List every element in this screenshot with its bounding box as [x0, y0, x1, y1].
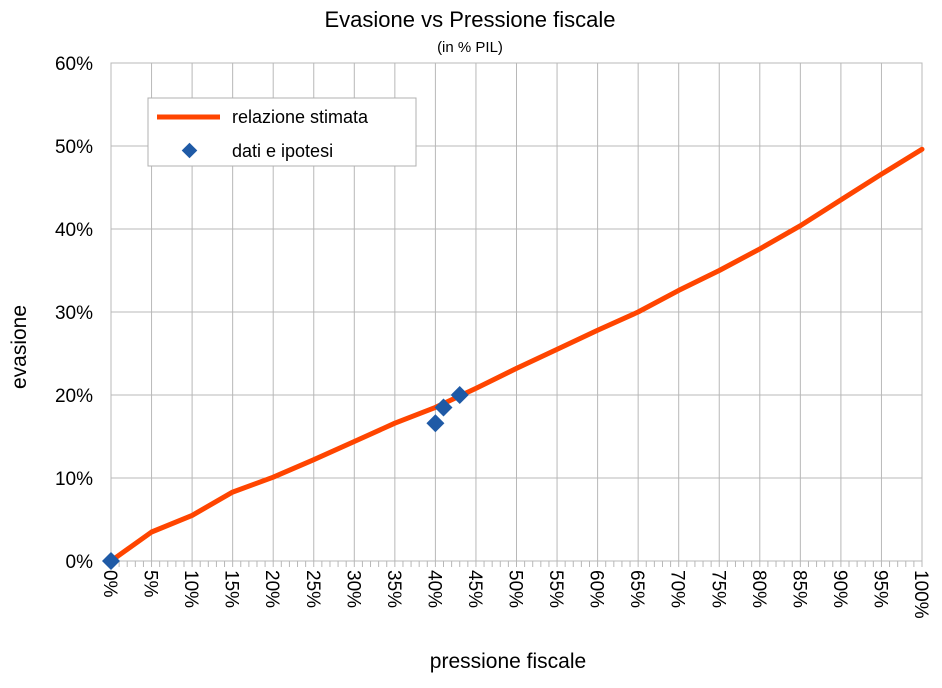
- y-tick-label: 50%: [55, 137, 93, 158]
- chart-title: Evasione vs Pressione fiscale: [324, 7, 615, 32]
- y-tick-label: 0%: [66, 552, 94, 573]
- y-tick-label: 40%: [55, 220, 93, 241]
- x-tick-label: 25%: [302, 570, 323, 608]
- data-point-dati-e-ipotesi: [434, 398, 453, 417]
- x-tick-label: 35%: [383, 570, 404, 608]
- x-axis-label: pressione fiscale: [430, 650, 586, 673]
- x-tick-label: 0%: [99, 570, 120, 598]
- x-tick-label: 30%: [342, 570, 363, 608]
- x-tick-label: 95%: [869, 570, 890, 608]
- y-tick-label: 10%: [55, 469, 93, 490]
- plot-area-frame: [110, 62, 923, 562]
- x-tick-label: 20%: [261, 570, 282, 608]
- legend-label-dati: dati e ipotesi: [232, 141, 333, 161]
- x-tick-label: 90%: [829, 570, 850, 608]
- series-line-relazione-stimata: [108, 146, 925, 564]
- series-layer: [102, 146, 925, 570]
- x-tick-label: 40%: [423, 570, 444, 608]
- x-tick-label: 15%: [221, 570, 242, 608]
- x-tick-label: 5%: [140, 570, 161, 598]
- x-tick-label: 75%: [707, 570, 728, 608]
- x-tick-label: 10%: [180, 570, 201, 608]
- legend-marker-swatch: [181, 142, 198, 159]
- legend-label-relazione: relazione stimata: [232, 107, 369, 127]
- x-tick-label: 55%: [545, 570, 566, 608]
- x-tick-label: 45%: [464, 570, 485, 608]
- x-tick-label: 100%: [910, 570, 931, 619]
- data-point-dati-e-ipotesi: [102, 552, 120, 570]
- x-tick-label: 65%: [626, 570, 647, 608]
- y-tick-label: 30%: [55, 303, 93, 324]
- tick-labels: 0% 10% 20% 30% 40% 50% 60% 0% 5% 10% 15% 20% 25% 30% 3…: [55, 54, 931, 619]
- y-tick-label: 60%: [55, 54, 93, 75]
- data-point-dati-e-ipotesi: [426, 414, 445, 433]
- y-axis-label: evasione: [8, 305, 31, 389]
- x-tick-label: 80%: [748, 570, 769, 608]
- legend: relazione stimata dati e ipotesi: [147, 97, 417, 167]
- chart-subtitle: (in % PIL): [437, 39, 503, 56]
- y-tick-label: 20%: [55, 386, 93, 407]
- data-point-dati-e-ipotesi: [450, 386, 469, 404]
- x-tick-label: 70%: [667, 570, 688, 608]
- x-tick-label: 85%: [788, 570, 809, 608]
- x-tick-label: 60%: [586, 570, 607, 608]
- x-tick-label: 50%: [505, 570, 526, 608]
- axes: [110, 62, 923, 567]
